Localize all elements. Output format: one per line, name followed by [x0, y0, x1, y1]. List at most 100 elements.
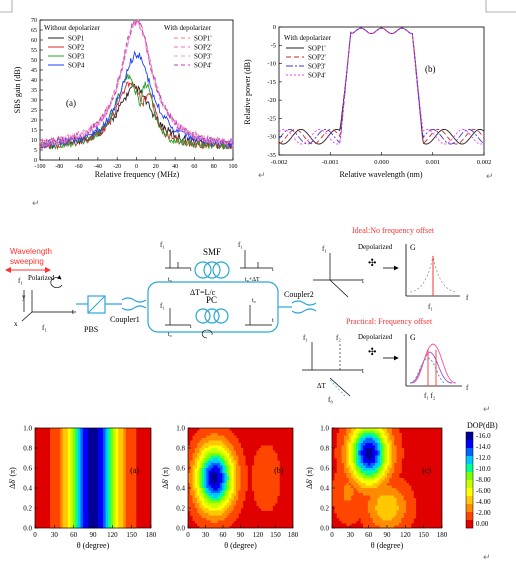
map-cell	[188, 478, 191, 481]
map-cell	[75, 428, 79, 431]
legend-label: SOP2'	[308, 54, 326, 62]
map-cell	[229, 458, 232, 461]
map-cell	[62, 525, 66, 529]
map-cell	[408, 508, 412, 511]
map-cell	[115, 468, 119, 471]
map-cell	[339, 448, 342, 451]
map-cell	[190, 468, 193, 471]
series-line-SOP1'	[39, 18, 234, 148]
map-cell	[120, 433, 124, 436]
map-cell	[210, 463, 214, 466]
map-cell	[363, 473, 366, 476]
map-cell	[256, 495, 260, 499]
map-cell	[334, 475, 338, 479]
map-cell	[351, 488, 354, 491]
map-cell	[95, 450, 99, 454]
map-cell	[403, 520, 407, 524]
map-cell	[343, 515, 347, 519]
map-cell	[70, 518, 74, 521]
map-cell	[387, 523, 390, 526]
map-cell	[274, 455, 278, 459]
map-cell	[201, 463, 205, 466]
map-cell	[379, 475, 383, 479]
map-cell	[203, 453, 207, 456]
map-cell	[258, 458, 262, 461]
map-cell	[197, 520, 200, 524]
map-cell	[360, 513, 364, 516]
pbs-diagonal	[87, 295, 106, 314]
map-cell	[384, 518, 388, 521]
map-cell	[413, 513, 417, 516]
map-cell	[274, 463, 278, 466]
map-cell	[95, 465, 99, 469]
map-cell	[396, 430, 400, 434]
map-cell	[360, 508, 364, 511]
map-cell	[192, 503, 196, 506]
map-cell	[353, 453, 357, 456]
map-cell	[231, 440, 235, 444]
map-cell	[358, 458, 362, 461]
relative-power-chart: -0.002 -0.001 0.000 0.001 0.0020-5-10-15-20-…	[243, 24, 491, 179]
map-cell	[375, 470, 378, 474]
map-cell	[353, 465, 357, 469]
map-cell	[358, 493, 362, 496]
map-cell	[95, 523, 99, 526]
map-cell	[229, 450, 232, 454]
map-cell	[229, 468, 232, 471]
map-cell	[382, 428, 386, 431]
map-cell	[87, 475, 91, 479]
map-cell	[50, 525, 54, 529]
map-cell	[401, 488, 405, 491]
map-cell	[85, 465, 89, 469]
map-cell	[50, 465, 54, 469]
map-cell	[188, 453, 191, 456]
map-cell	[398, 523, 402, 526]
map-cell	[398, 498, 402, 501]
map-cell	[233, 458, 237, 461]
map-cell	[201, 438, 205, 441]
map-cell	[55, 435, 59, 439]
map-cell	[265, 485, 269, 489]
map-cell	[213, 498, 216, 501]
map-cell	[222, 435, 225, 439]
map-cell	[85, 458, 89, 461]
map-cell	[367, 473, 371, 476]
map-cell	[87, 448, 91, 451]
map-cell	[192, 473, 196, 476]
map-cell	[240, 460, 244, 464]
map-cell	[346, 493, 350, 496]
map-cell	[341, 503, 345, 506]
map-cell	[85, 445, 89, 449]
map-cell	[203, 438, 207, 441]
map-cell	[62, 433, 66, 436]
map-cell	[270, 445, 273, 449]
map-cell	[348, 505, 352, 509]
map-cell	[110, 430, 114, 434]
map-cell	[70, 428, 74, 431]
map-cell	[82, 445, 86, 449]
map-cell	[85, 433, 89, 436]
map-cell	[199, 518, 203, 521]
map-cell	[120, 460, 124, 464]
map-cell	[263, 508, 267, 511]
map-cell	[353, 458, 357, 461]
map-cell	[72, 473, 76, 476]
map-cell	[401, 453, 405, 456]
map-cell	[120, 485, 124, 489]
map-cell	[343, 440, 347, 444]
map-cell	[370, 523, 374, 526]
map-cell	[201, 460, 205, 464]
map-cell	[70, 478, 74, 481]
map-cell	[367, 508, 371, 511]
map-cell	[210, 448, 214, 451]
map-cell	[208, 503, 212, 506]
map-cell	[343, 503, 347, 506]
map-cell	[377, 478, 381, 481]
map-cell	[387, 520, 390, 524]
map-cell	[199, 510, 203, 514]
map-cell	[125, 453, 129, 456]
map-cell	[363, 443, 366, 446]
map-cell	[118, 463, 122, 466]
map-cell	[206, 508, 209, 511]
map-cell	[231, 515, 235, 519]
